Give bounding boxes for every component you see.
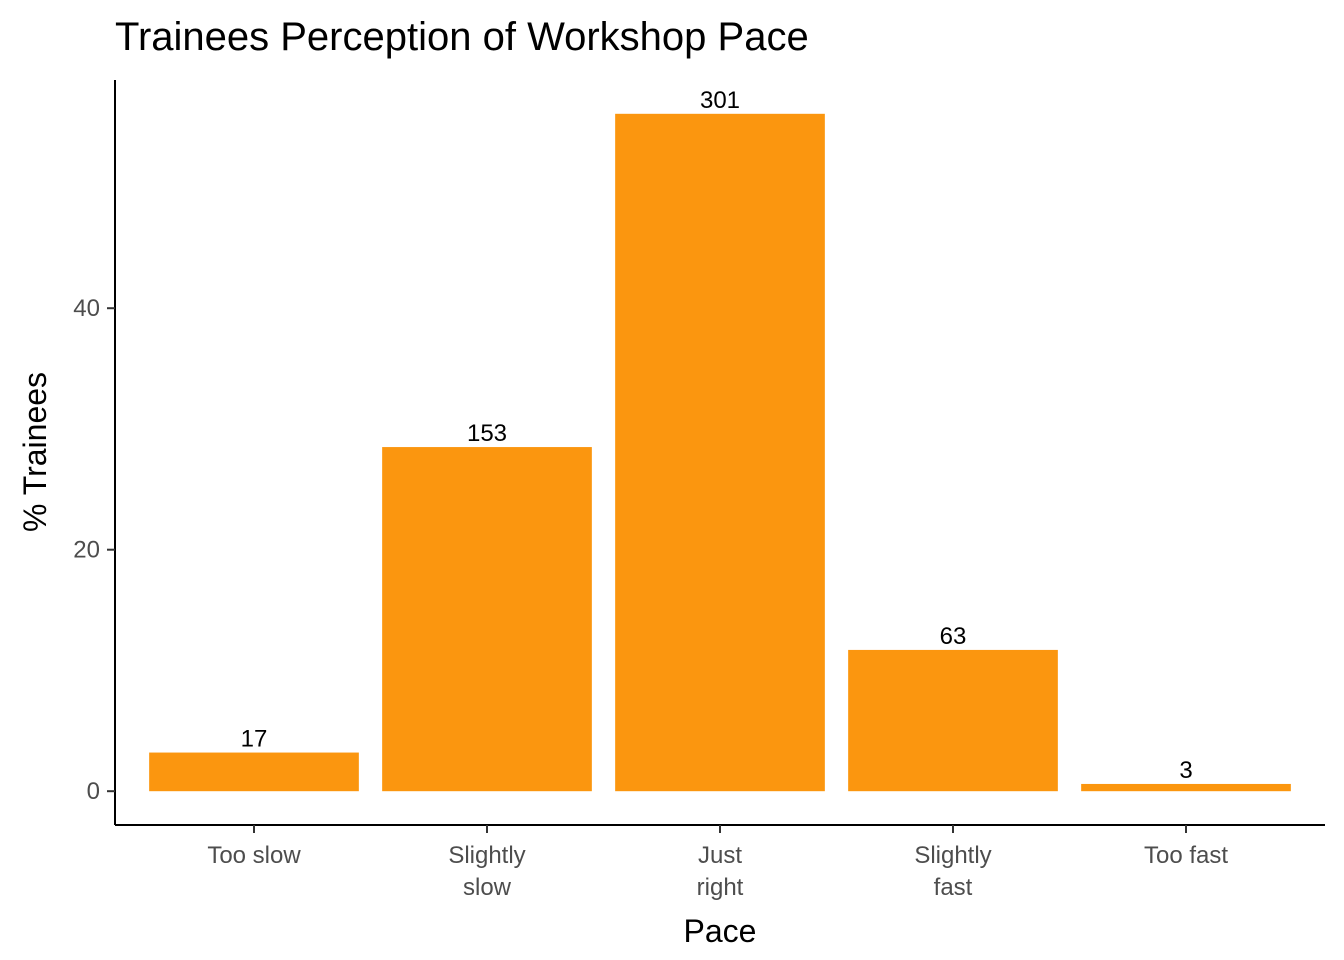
chart-title: Trainees Perception of Workshop Pace	[115, 15, 809, 59]
x-tick-label: Just right	[697, 842, 744, 901]
y-tick-label: 40	[73, 295, 100, 322]
bar	[615, 113, 825, 792]
x-tick-label: Slightly fast	[914, 842, 991, 901]
bar	[1081, 783, 1291, 792]
y-tick-label: 20	[73, 537, 100, 564]
value-label: 63	[940, 623, 967, 650]
bar	[848, 649, 1058, 792]
value-label: 301	[700, 87, 740, 114]
bar	[382, 447, 592, 792]
x-tick-label: Slightly slow	[448, 842, 525, 901]
bar	[149, 752, 359, 792]
x-axis-label: Pace	[684, 913, 757, 949]
y-axis-label: % Trainees	[17, 372, 53, 532]
value-label: 153	[467, 420, 507, 447]
y-tick-label: 0	[87, 778, 100, 805]
value-label: 3	[1179, 757, 1192, 784]
x-tick-label: Too fast	[1144, 842, 1228, 869]
value-label: 17	[241, 726, 268, 753]
x-tick-label: Too slow	[207, 842, 301, 869]
